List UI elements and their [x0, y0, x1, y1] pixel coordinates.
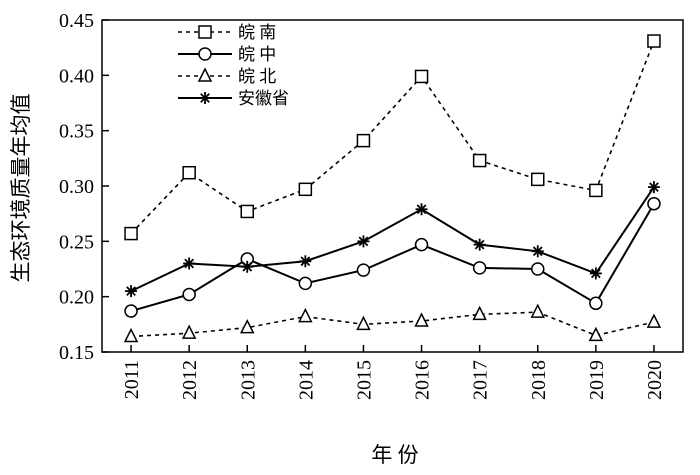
circle-marker: [414, 237, 429, 252]
square-marker: [182, 165, 196, 180]
series-1: [124, 34, 661, 241]
legend-item: 皖 中: [178, 45, 276, 64]
square-marker: [647, 34, 661, 48]
series-4: [125, 181, 660, 298]
series-line: [130, 40, 655, 235]
y-tick-label: 0.40: [59, 65, 94, 87]
star-marker: [241, 260, 254, 273]
y-tick-label: 0.25: [59, 231, 94, 253]
star-stroke: [358, 236, 369, 247]
y-tick-label: 0.15: [59, 342, 94, 364]
x-axis-title: 年 份: [371, 443, 418, 467]
legend-label: 皖 中: [238, 45, 276, 64]
series-line: [131, 311, 655, 338]
triangle-marker: [472, 305, 487, 321]
series-line: [130, 203, 655, 313]
star-marker: [299, 255, 312, 268]
circle-marker: [356, 263, 371, 277]
triangle-marker: [414, 312, 429, 327]
circle-marker: [647, 196, 661, 211]
triangle-marker: [240, 318, 255, 334]
star-stroke: [532, 246, 543, 257]
square-marker: [356, 133, 371, 148]
axes: 0.15 0.20 0.25 0.30 0.35 0.40 0.45 2011 2012 2013…: [59, 10, 684, 400]
legend-item: 皖 南: [178, 23, 276, 42]
x-tick-label: 2012: [179, 360, 201, 400]
star-marker: [357, 235, 370, 248]
star-marker: [647, 181, 660, 194]
series-3: [123, 303, 662, 343]
triangle-marker: [181, 324, 197, 339]
triangle-marker: [588, 326, 604, 342]
star-stroke: [300, 256, 311, 267]
star-stroke: [649, 182, 659, 192]
star-stroke: [184, 258, 195, 269]
star-stroke: [416, 204, 427, 215]
star-marker: [473, 238, 486, 251]
x-tick-label: 2011: [121, 360, 143, 399]
legend-item: 皖 北: [178, 67, 276, 86]
circle-marker: [124, 304, 138, 318]
circle-marker: [182, 287, 196, 302]
legend-triangle-marker: [197, 67, 213, 82]
series-layer: [123, 34, 662, 343]
legend-label: 皖 南: [238, 23, 276, 42]
legend-circle-marker: [198, 47, 212, 61]
square-marker: [124, 226, 138, 241]
legend-item: 安徽省: [178, 89, 289, 108]
star-stroke: [200, 93, 210, 103]
x-tick-label: 2014: [295, 360, 317, 400]
series-line: [130, 186, 655, 293]
x-tick-label: 2018: [528, 360, 550, 400]
circle-marker: [298, 276, 313, 291]
square-marker: [240, 204, 254, 219]
star-marker: [589, 267, 602, 280]
star-marker: [415, 203, 428, 216]
x-tick-label: 2017: [470, 360, 492, 400]
x-tick-label: 2019: [586, 360, 608, 400]
triangle-marker: [123, 327, 139, 343]
triangle-marker: [530, 303, 545, 318]
star-stroke: [126, 286, 136, 297]
circle-marker: [589, 296, 603, 311]
y-axis-title: 生态环境质量年均值: [9, 94, 33, 283]
star-stroke: [474, 239, 485, 250]
legend-square-marker: [198, 25, 212, 39]
star-marker: [125, 285, 138, 298]
star-stroke: [590, 268, 601, 279]
x-tick-label: 2016: [412, 360, 434, 400]
legend-label: 皖 北: [238, 67, 276, 86]
square-marker: [531, 172, 545, 187]
triangle-marker: [646, 313, 662, 328]
y-tick-label: 0.20: [59, 287, 94, 309]
x-tick-label: 2013: [237, 360, 259, 400]
triangle-marker: [356, 315, 371, 331]
x-tick-label: 2020: [644, 360, 666, 400]
star-stroke: [242, 261, 253, 272]
x-tick-label: 2015: [353, 360, 375, 400]
square-marker: [414, 69, 429, 84]
series-2: [124, 196, 661, 318]
triangle-marker: [298, 307, 313, 323]
legend-label: 安徽省: [238, 89, 289, 108]
square-marker: [298, 182, 313, 197]
star-marker: [183, 257, 196, 270]
y-tick-label: 0.35: [59, 121, 94, 143]
square-marker: [472, 153, 487, 168]
star-marker: [531, 245, 544, 258]
y-tick-label: 0.30: [59, 176, 94, 198]
legend-star-marker: [199, 92, 211, 104]
y-tick-label: 0.45: [59, 10, 94, 32]
square-marker: [589, 183, 603, 198]
circle-marker: [531, 262, 545, 276]
circle-marker: [472, 261, 487, 275]
